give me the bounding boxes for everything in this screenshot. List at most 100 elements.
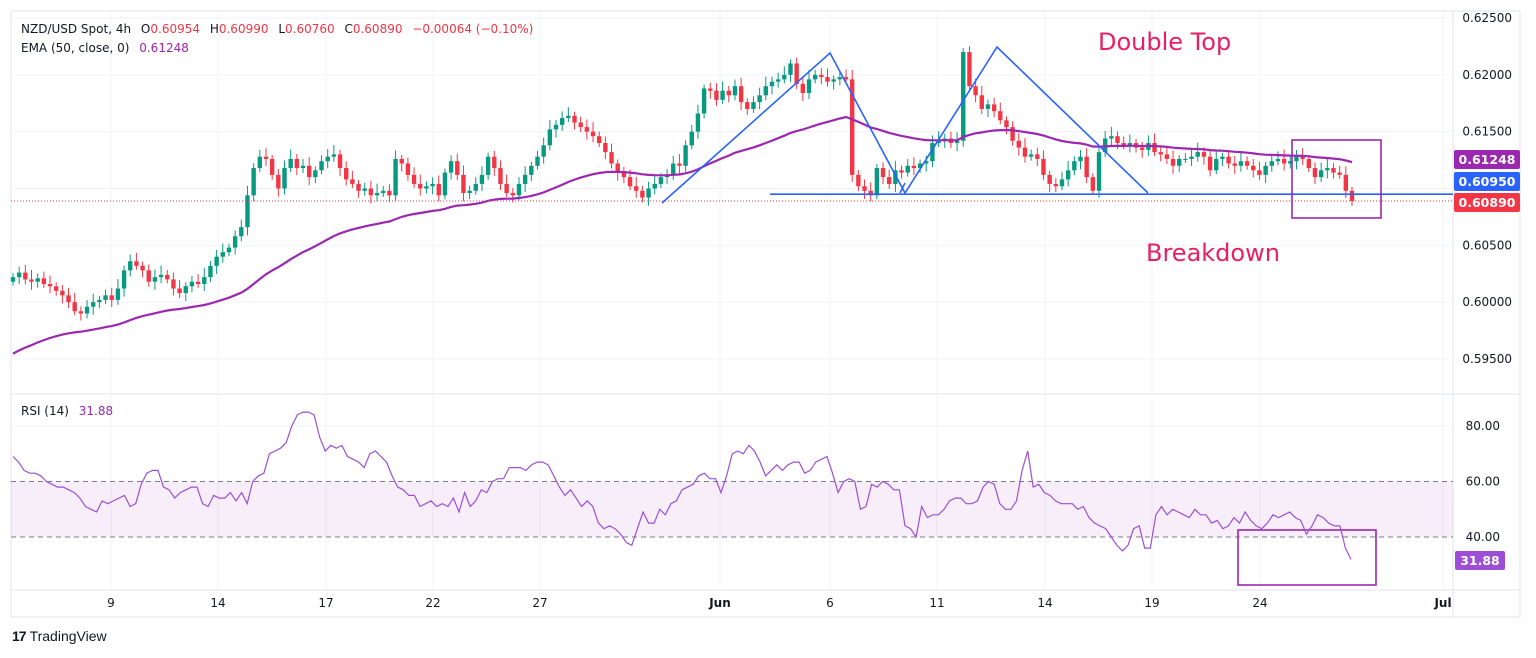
candle-body	[103, 295, 108, 300]
candle	[121, 265, 127, 297]
candle	[1226, 150, 1231, 169]
breakdown-highlight-box	[1291, 139, 1382, 219]
candle-body	[1300, 156, 1305, 159]
candle-body	[917, 163, 923, 169]
candle-body	[738, 86, 744, 103]
candle	[214, 249, 219, 274]
price-tick-label: 0.60500	[1462, 238, 1512, 252]
grid	[11, 11, 1453, 590]
ema-price-tag: 0.61248	[1454, 150, 1520, 169]
candle	[738, 77, 744, 111]
candle-body	[1325, 168, 1330, 171]
candle-body	[171, 279, 176, 289]
candle	[979, 85, 984, 114]
candle	[276, 169, 281, 197]
candle-body	[640, 190, 645, 198]
candle	[294, 154, 300, 176]
candle	[961, 48, 966, 147]
price-tick-label: 0.61500	[1462, 125, 1512, 139]
candle	[652, 175, 657, 195]
candle	[158, 265, 164, 284]
candle	[683, 140, 688, 172]
candle-body	[251, 168, 256, 196]
candle	[269, 154, 275, 180]
symbol-label: NZD/USD Spot, 4h	[21, 22, 132, 36]
candle	[1288, 156, 1293, 169]
candle	[498, 160, 503, 190]
candle-body	[714, 90, 719, 100]
candle	[547, 119, 553, 151]
candle-body	[387, 190, 392, 196]
high-value: 0.60990	[218, 22, 269, 36]
candle	[535, 150, 540, 170]
candle	[646, 181, 651, 206]
candle-body	[442, 172, 448, 196]
candle	[202, 267, 207, 292]
candle-body	[35, 278, 40, 282]
candle	[171, 272, 176, 296]
candle-body	[430, 183, 435, 187]
candle	[819, 68, 824, 85]
candle-body	[276, 174, 281, 189]
breakdown-annotation: Breakdown	[1146, 239, 1280, 267]
candle	[880, 162, 886, 185]
candle-body	[985, 104, 991, 109]
open-prefix: O	[140, 22, 151, 36]
candle-body	[165, 274, 170, 280]
candle	[436, 175, 441, 202]
candle	[578, 116, 583, 133]
time-tick-label: Jul	[1433, 596, 1451, 610]
candle-body	[1281, 158, 1287, 164]
candle-body	[745, 102, 750, 109]
candle	[1053, 178, 1059, 193]
candle	[1084, 148, 1089, 184]
candle	[899, 165, 904, 179]
candle-body	[677, 163, 682, 166]
candle-body	[498, 168, 503, 184]
candle-body	[177, 288, 182, 294]
candle-body	[979, 95, 984, 109]
candle-body	[152, 277, 158, 282]
candle	[788, 59, 793, 82]
candle-body	[899, 170, 904, 173]
low-value: 0.60760	[285, 22, 335, 36]
ema-line	[12, 115, 1353, 355]
candle-body	[158, 274, 164, 278]
candle-body	[1349, 190, 1355, 202]
candle-body	[708, 88, 713, 91]
candle	[1059, 171, 1065, 191]
candle-body	[393, 158, 398, 196]
candle-body	[819, 74, 824, 78]
candle-body	[16, 272, 22, 278]
close-group: C0.60890	[344, 22, 402, 36]
candle	[1090, 173, 1096, 195]
tradingview-logo[interactable]: 17 TradingView	[12, 628, 107, 644]
candle	[1022, 138, 1028, 163]
time-tick-label: 24	[1252, 596, 1267, 610]
candle-body	[399, 158, 404, 164]
candle	[418, 174, 423, 196]
candle	[195, 274, 201, 288]
candle-body	[1084, 156, 1089, 178]
candle	[165, 269, 170, 284]
candle-body	[128, 261, 133, 271]
candle	[1238, 151, 1244, 172]
candle-body	[282, 168, 287, 189]
open-group: O0.60954	[141, 22, 200, 36]
candle-body	[1288, 161, 1293, 164]
candle	[609, 143, 614, 169]
candle-body	[1059, 179, 1065, 187]
candle	[442, 168, 448, 200]
zigzag-cross	[899, 182, 906, 194]
candle-body	[121, 270, 127, 289]
candle	[1078, 149, 1083, 170]
candle	[529, 161, 534, 181]
candle-body	[448, 161, 454, 173]
candle	[485, 152, 491, 180]
candle-body	[1331, 168, 1336, 173]
candle-body	[584, 127, 590, 132]
candle	[356, 179, 361, 198]
candle-body	[757, 95, 762, 103]
candle-body	[954, 140, 960, 144]
